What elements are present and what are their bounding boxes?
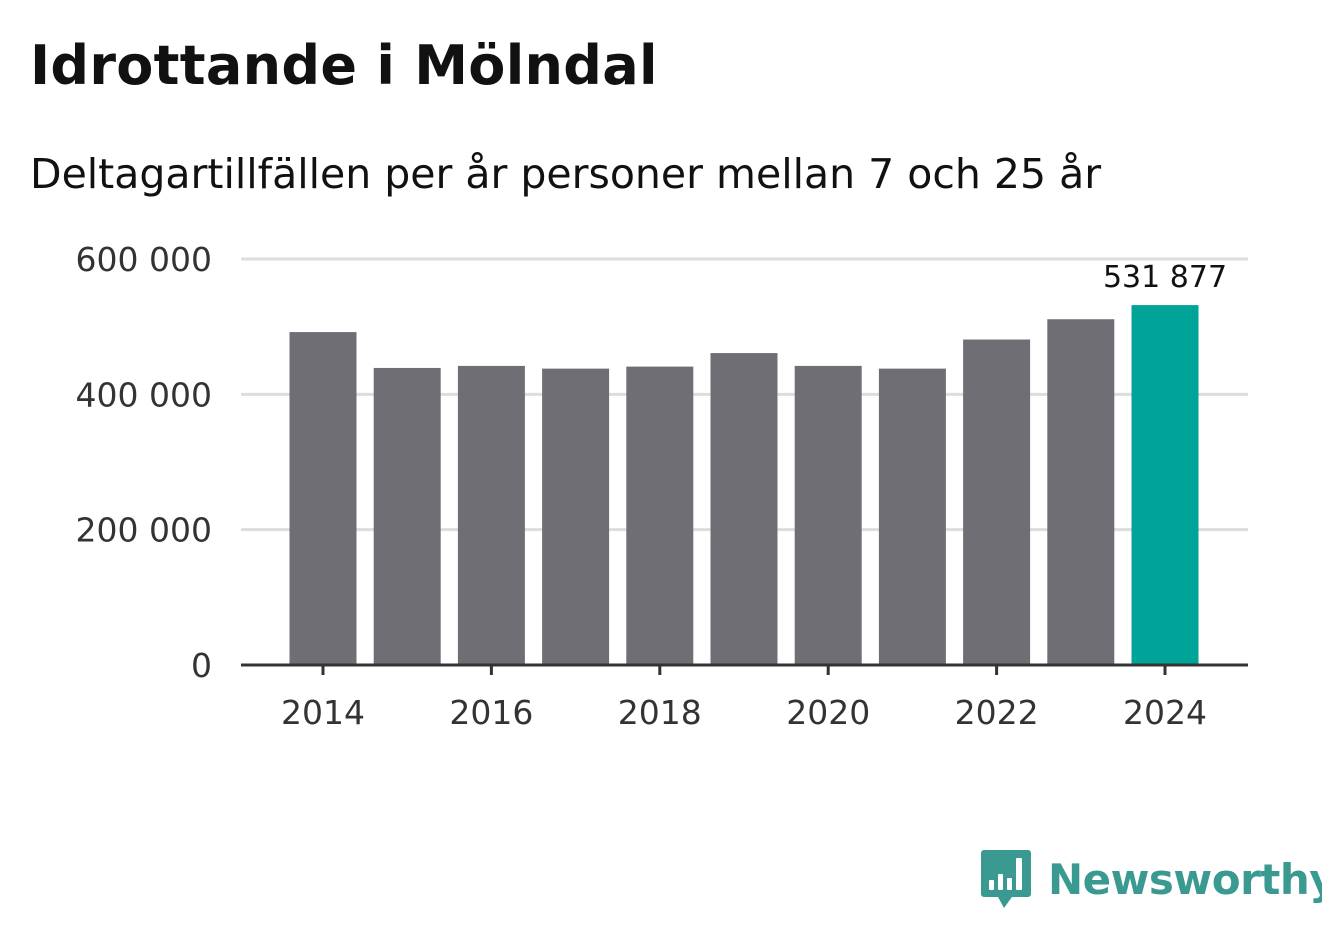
bar xyxy=(373,367,441,665)
bar xyxy=(963,339,1031,665)
y-tick-label: 600 000 xyxy=(76,240,212,279)
bar xyxy=(1047,319,1115,665)
bar-chart: 0 200 000 400 000 600 000 2014 2016 2018 2020 20… xyxy=(76,240,1248,732)
data-label-highlight: 531 877 xyxy=(1103,260,1227,295)
x-tick-label: 2022 xyxy=(955,693,1039,732)
newsworthy-logo: Newsworthy xyxy=(980,848,1322,910)
x-tick-label: 2020 xyxy=(786,693,870,732)
bar xyxy=(626,366,694,665)
bar xyxy=(878,368,946,665)
x-tick-label: 2018 xyxy=(618,693,702,732)
bar xyxy=(457,365,525,665)
bar xyxy=(542,368,610,665)
x-tick-label: 2014 xyxy=(281,693,365,732)
chart-subtitle: Deltagartillfällen per år personer mella… xyxy=(30,150,1102,198)
bar xyxy=(710,353,778,665)
y-tick-label: 400 000 xyxy=(76,375,212,414)
x-tick-label: 2016 xyxy=(449,693,533,732)
bar xyxy=(794,365,862,665)
newsworthy-icon xyxy=(981,850,1031,908)
y-tick-label: 200 000 xyxy=(76,511,212,550)
chart-title: Idrottande i Mölndal xyxy=(30,34,658,97)
x-tick-label: 2024 xyxy=(1123,693,1207,732)
y-tick-label: 0 xyxy=(191,646,212,685)
brand-name: Newsworthy xyxy=(1048,854,1322,904)
bar xyxy=(289,332,357,665)
bar-highlight xyxy=(1131,305,1199,665)
